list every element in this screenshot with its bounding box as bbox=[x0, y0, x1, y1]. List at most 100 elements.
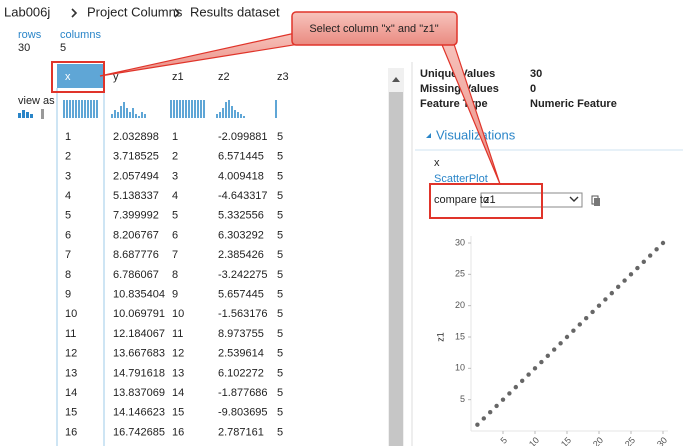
table-cell: 5 bbox=[277, 367, 283, 379]
table-cell: 12 bbox=[172, 348, 184, 360]
select[interactable] bbox=[480, 192, 583, 208]
histogram-bar bbox=[173, 100, 175, 118]
point bbox=[545, 353, 550, 358]
histogram-bar bbox=[111, 114, 113, 118]
table-cell: 5 bbox=[277, 229, 283, 241]
x-tick-label: 10 bbox=[527, 435, 541, 446]
table-cell: 1 bbox=[172, 131, 178, 143]
scrollbar-thumb[interactable] bbox=[389, 92, 403, 446]
column-header[interactable]: z2 bbox=[218, 71, 230, 83]
callout-pointer bbox=[439, 37, 501, 185]
breadcrumb-item[interactable]: Lab006j bbox=[4, 4, 50, 19]
table-cell: 2.057494 bbox=[113, 170, 159, 182]
x-tick-label: 30 bbox=[655, 435, 669, 446]
table-cell: 5 bbox=[65, 210, 71, 222]
icon bbox=[30, 114, 33, 118]
histogram-bar bbox=[132, 108, 134, 118]
table-cell: 16.742685 bbox=[113, 426, 165, 438]
table-cell: 13 bbox=[65, 367, 77, 379]
point bbox=[609, 290, 614, 296]
point bbox=[616, 284, 621, 290]
compare-label: compare to bbox=[434, 194, 489, 206]
point bbox=[558, 341, 563, 346]
table-cell: -3.242275 bbox=[218, 269, 268, 281]
scroll-up[interactable] bbox=[392, 77, 400, 82]
point bbox=[654, 247, 659, 252]
view-as-label: view as bbox=[18, 95, 55, 107]
histogram-bar bbox=[234, 110, 236, 118]
histogram-bar bbox=[185, 100, 187, 118]
histogram-bar bbox=[176, 100, 178, 118]
table-cell: 4 bbox=[172, 190, 178, 202]
table-cell: 6.571445 bbox=[218, 151, 264, 163]
rows-label: rows bbox=[18, 29, 42, 41]
table-cell: 8.973755 bbox=[218, 328, 264, 340]
histogram-bar bbox=[63, 100, 65, 118]
column-header[interactable]: z1 bbox=[172, 71, 184, 83]
collapse-icon[interactable] bbox=[426, 133, 431, 138]
y-tick-label: 20 bbox=[455, 300, 465, 310]
table-cell: 2.032898 bbox=[113, 131, 159, 143]
table-cell: 14 bbox=[65, 387, 77, 399]
plot-link[interactable]: ScatterPlot bbox=[434, 173, 488, 185]
point bbox=[628, 272, 634, 277]
histogram-bar bbox=[237, 112, 239, 118]
table-cell: 10.835404 bbox=[113, 289, 165, 301]
table-cell: 2.539614 bbox=[218, 348, 264, 360]
y-tick-label: 5 bbox=[460, 394, 465, 404]
table-cell: 12.184067 bbox=[113, 328, 165, 340]
column-header[interactable]: x bbox=[65, 71, 71, 83]
point bbox=[513, 384, 518, 390]
x-tick-label: 5 bbox=[498, 435, 509, 446]
point bbox=[564, 334, 570, 340]
histogram-bar bbox=[191, 100, 193, 118]
table-cell: 2.787161 bbox=[218, 426, 264, 438]
histogram-bar bbox=[90, 100, 92, 118]
histogram-bar bbox=[84, 100, 86, 118]
table-cell: 8.687776 bbox=[113, 249, 159, 261]
stat-value: 30 bbox=[530, 68, 542, 80]
table-cell: 6 bbox=[172, 229, 178, 241]
histogram-bar bbox=[194, 100, 196, 118]
histogram-bar bbox=[129, 112, 131, 118]
icon bbox=[18, 113, 21, 118]
histogram-bar bbox=[240, 114, 242, 118]
compare-value[interactable]: z1 bbox=[484, 194, 496, 206]
y-tick-label: 30 bbox=[455, 237, 465, 247]
table-cell: 8 bbox=[65, 269, 71, 281]
histogram-bar bbox=[66, 100, 68, 118]
point bbox=[596, 303, 602, 308]
highlight-box bbox=[429, 183, 543, 219]
icon bbox=[26, 112, 29, 118]
table-cell: 8 bbox=[172, 269, 178, 281]
histogram-bar bbox=[126, 108, 128, 118]
table-cell: 6.303292 bbox=[218, 229, 264, 241]
point bbox=[622, 278, 627, 283]
column-header[interactable]: z3 bbox=[277, 71, 289, 83]
table-cell: 5.332556 bbox=[218, 210, 264, 222]
table-cell: 10 bbox=[65, 308, 77, 320]
table-cell: 1 bbox=[65, 131, 71, 143]
table-cell: 10.069791 bbox=[113, 308, 165, 320]
table-cell: 13 bbox=[172, 367, 184, 379]
histogram-bar bbox=[75, 100, 77, 118]
histogram-bar bbox=[188, 100, 190, 118]
histogram-bar bbox=[203, 100, 205, 118]
y-axis-label: z1 bbox=[435, 332, 445, 342]
point bbox=[532, 366, 538, 371]
selected-header[interactable] bbox=[57, 64, 104, 88]
table-cell: 9 bbox=[172, 289, 178, 301]
breadcrumb-item[interactable]: Project Columns bbox=[87, 4, 183, 19]
histogram-bar bbox=[179, 100, 181, 118]
point bbox=[552, 347, 557, 352]
table-cell: 7 bbox=[65, 249, 71, 261]
table-cell: 5 bbox=[277, 328, 283, 340]
highlight-box bbox=[51, 61, 105, 93]
stat-value: 0 bbox=[530, 83, 536, 95]
histogram-bar bbox=[87, 100, 89, 118]
column-header[interactable]: y bbox=[113, 71, 119, 83]
callout-text: Select column "x" and "z1" bbox=[309, 23, 438, 35]
section-title: Visualizations bbox=[436, 127, 516, 142]
table-cell: 5.657445 bbox=[218, 289, 264, 301]
histogram-bar bbox=[243, 116, 245, 118]
